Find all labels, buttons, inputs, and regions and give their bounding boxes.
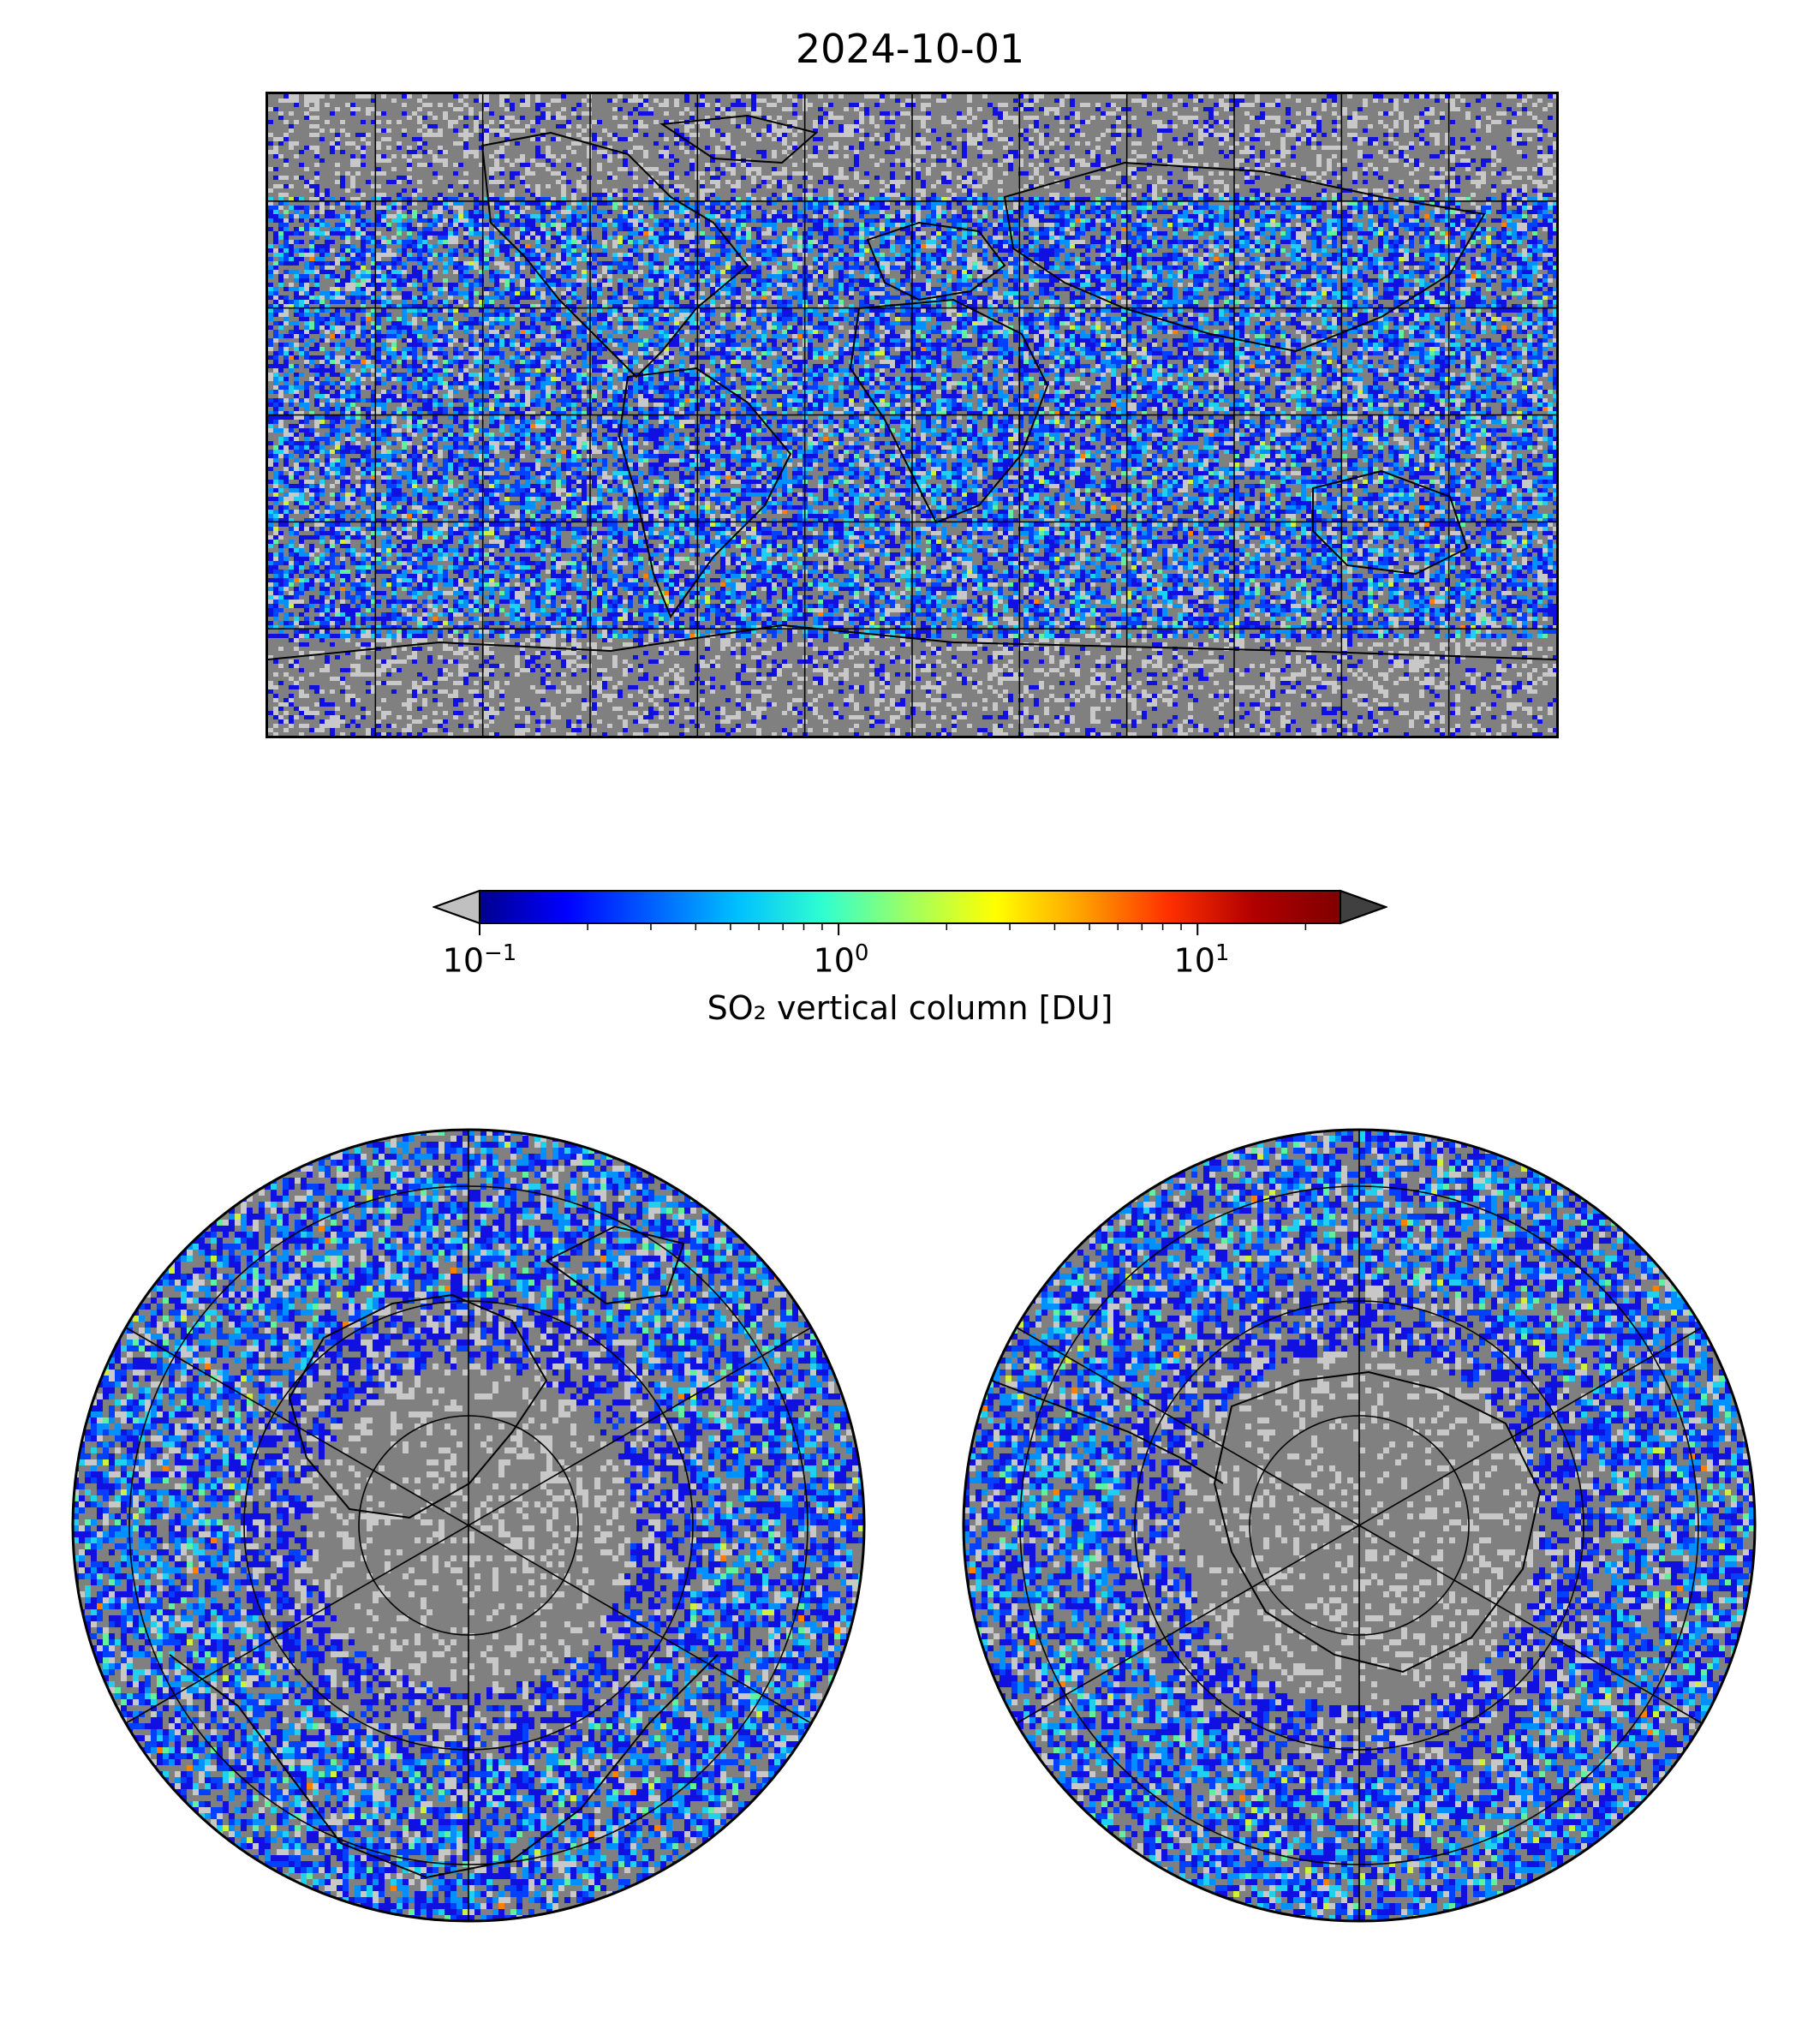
colorbar-gradient xyxy=(432,889,1388,935)
north-polar-map xyxy=(67,1124,870,1927)
polar-graticule xyxy=(1016,1130,1703,1921)
colorbar-body xyxy=(480,891,1340,923)
polar-coastlines xyxy=(169,1225,719,1879)
graticule xyxy=(268,94,1556,736)
colorbar-tick-1: 100 xyxy=(814,940,869,980)
colorbar-label: SO₂ vertical column [DU] xyxy=(0,989,1820,1027)
colorbar-over-arrow xyxy=(1340,889,1388,925)
north-polar-svg xyxy=(71,1128,866,1923)
south-polar-svg xyxy=(962,1128,1757,1923)
global-map-panel xyxy=(266,92,1559,738)
polar-boundary xyxy=(71,1128,866,1923)
coastlines xyxy=(268,114,1556,660)
colorbar-tick-2: 101 xyxy=(1174,940,1230,980)
colorbar-under-arrow xyxy=(432,889,480,925)
so2-pixel-field xyxy=(268,94,1556,736)
south-polar-map xyxy=(958,1124,1761,1927)
colorbar-tick-labels: 10−1 100 101 xyxy=(0,940,1820,992)
colorbar-tick-0: 10−1 xyxy=(443,940,517,980)
polar-coastlines xyxy=(991,1370,1542,1674)
global-map xyxy=(268,94,1556,736)
colorbar-ticks xyxy=(479,923,1307,935)
colorbar xyxy=(432,874,1388,942)
map-title: 2024-10-01 xyxy=(0,26,1820,72)
polar-boundary xyxy=(962,1128,1757,1923)
